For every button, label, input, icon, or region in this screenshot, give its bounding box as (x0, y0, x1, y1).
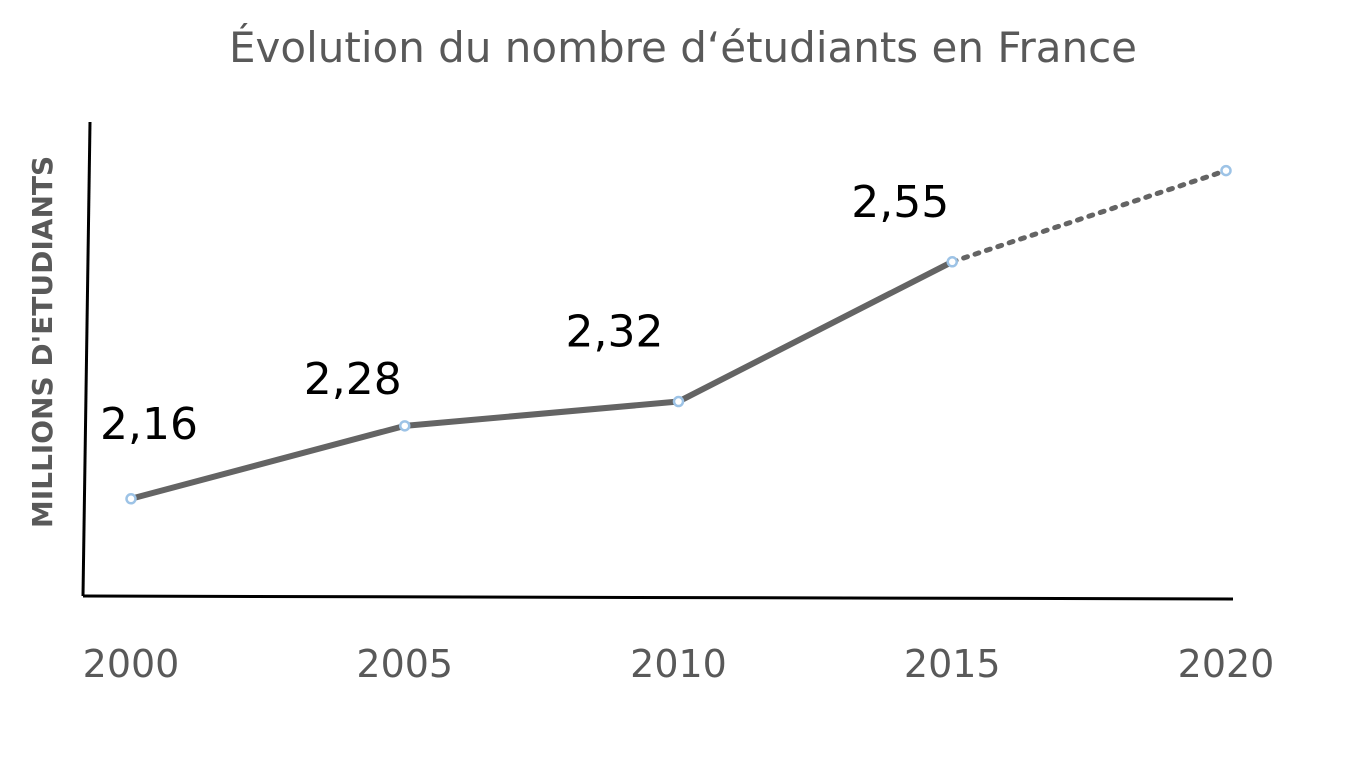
x-tick-label: 2015 (904, 642, 1001, 686)
x-axis-line (82, 594, 1234, 601)
series-line-projection (949, 168, 1229, 265)
chart-title: Évolution du nombre d‘étudiants en Franc… (229, 22, 1137, 72)
data-labels: 2,16 2,28 2,32 2,55 (100, 177, 949, 450)
data-label: 2,16 (100, 399, 198, 450)
x-tick-label: 2020 (1178, 642, 1275, 686)
data-point (125, 493, 137, 505)
series-lines (128, 168, 1229, 502)
data-point (946, 256, 958, 268)
y-axis-line (81, 121, 92, 597)
data-label: 2,28 (304, 354, 402, 405)
data-point (1220, 164, 1232, 177)
x-tick-label: 2005 (356, 642, 453, 686)
data-point (399, 420, 411, 432)
x-tick-label: 2010 (630, 642, 727, 686)
data-point (672, 395, 685, 408)
x-tick-label: 2000 (83, 642, 180, 686)
data-points (125, 164, 1232, 505)
x-tick-labels: 2000 2005 2010 2015 2020 (83, 642, 1275, 686)
y-axis-label: MILLIONS D'ETUDIANTS (26, 156, 59, 528)
data-label: 2,55 (851, 177, 949, 228)
data-label: 2,32 (566, 307, 664, 358)
series-line (128, 258, 956, 502)
